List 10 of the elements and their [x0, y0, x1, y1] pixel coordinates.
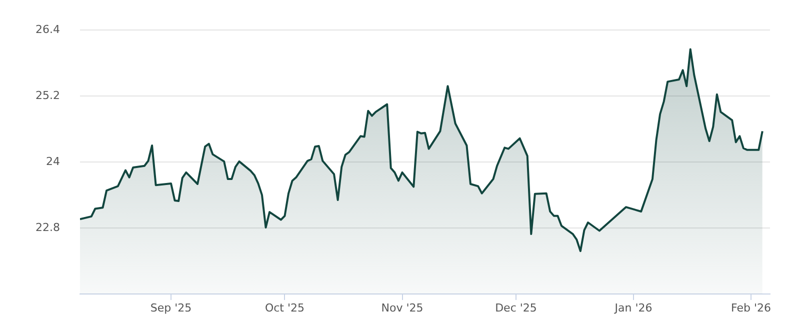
y-tick-label: 25.2 [36, 88, 60, 102]
x-tick-label: Jan '26 [614, 301, 652, 314]
x-tick-label: Oct '25 [264, 301, 304, 314]
x-tick-label: Feb '26 [731, 301, 772, 314]
y-tick-label: 24 [46, 154, 60, 168]
y-tick-label: 22.8 [36, 220, 60, 234]
x-tick-label: Sep '25 [150, 301, 192, 314]
x-tick-label: Dec '25 [495, 301, 537, 314]
y-tick-label: 26.4 [36, 22, 60, 36]
x-tick-label: Nov '25 [381, 301, 424, 314]
